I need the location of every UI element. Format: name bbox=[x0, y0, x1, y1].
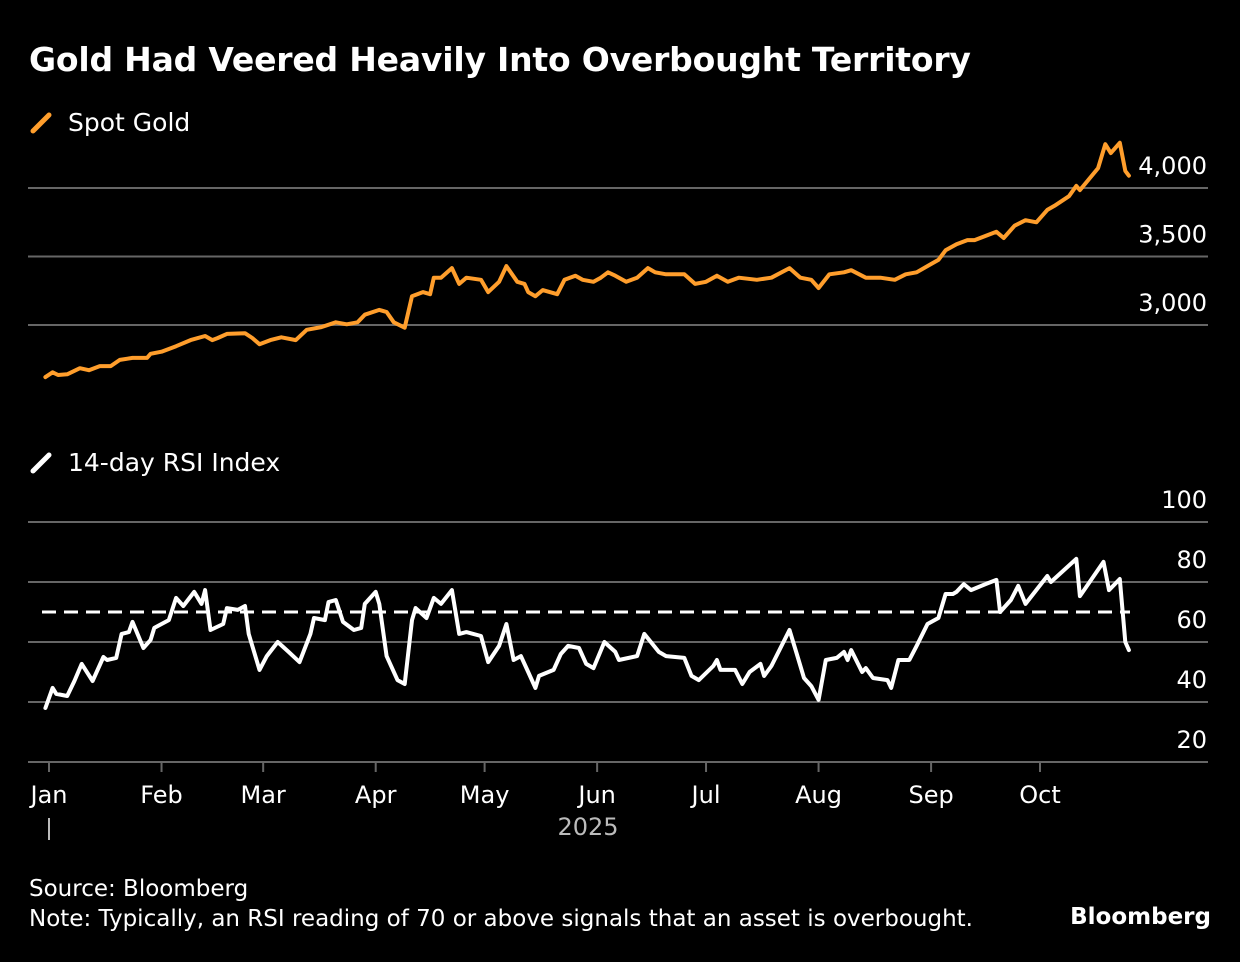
legend-line-icon bbox=[30, 452, 52, 473]
chart-title: Gold Had Veered Heavily Into Overbought … bbox=[29, 40, 971, 79]
x-tick-label: Sep bbox=[908, 781, 953, 809]
footnote: Note: Typically, an RSI reading of 70 or… bbox=[29, 906, 973, 932]
x-tick-label: Apr bbox=[355, 781, 397, 809]
x-tick-label: Jun bbox=[576, 781, 616, 809]
legend-spot-gold: Spot Gold bbox=[30, 108, 190, 137]
source-note: Source: Bloomberg bbox=[29, 876, 249, 902]
x-tick-label: Mar bbox=[241, 781, 286, 809]
spot-gold-line bbox=[43, 140, 1131, 380]
gold-y-tick-label: 4,000 bbox=[1138, 152, 1207, 180]
rsi-line bbox=[43, 556, 1131, 710]
rsi-y-tick-label: 100 bbox=[1161, 486, 1207, 514]
bloomberg-logo: Bloomberg bbox=[1070, 904, 1211, 930]
legend-label: 14-day RSI Index bbox=[68, 448, 281, 477]
rsi-gridlines bbox=[28, 521, 1208, 763]
gold-gridlines bbox=[28, 187, 1208, 326]
x-axis: Jan Feb Mar Apr May Jun Jul Aug Sep Oct 2025 bbox=[29, 762, 1061, 841]
rsi-y-tick-label: 60 bbox=[1176, 606, 1207, 634]
rsi-y-tick-label: 40 bbox=[1176, 666, 1207, 694]
x-tick-label: Feb bbox=[140, 781, 183, 809]
x-tick-label: Oct bbox=[1019, 781, 1061, 809]
gold-y-tick-label: 3,500 bbox=[1138, 221, 1207, 249]
legend-line-icon bbox=[30, 112, 52, 133]
gold-y-tick-label: 3,000 bbox=[1138, 289, 1207, 317]
legend-label: Spot Gold bbox=[68, 108, 191, 137]
x-axis-year-label: 2025 bbox=[557, 813, 618, 841]
x-tick-label: Jan bbox=[29, 781, 68, 809]
gold-y-tick-labels: 3,000 3,500 4,000 bbox=[1138, 152, 1207, 317]
legend-rsi: 14-day RSI Index bbox=[30, 448, 280, 477]
x-tick-label: Aug bbox=[795, 781, 842, 809]
rsi-y-tick-label: 80 bbox=[1176, 546, 1207, 574]
x-tick-label: May bbox=[460, 781, 510, 809]
rsi-y-tick-label: 20 bbox=[1176, 726, 1207, 754]
rsi-y-tick-labels: 20 40 60 80 100 bbox=[1161, 486, 1207, 754]
x-tick-label: Jul bbox=[690, 781, 721, 809]
